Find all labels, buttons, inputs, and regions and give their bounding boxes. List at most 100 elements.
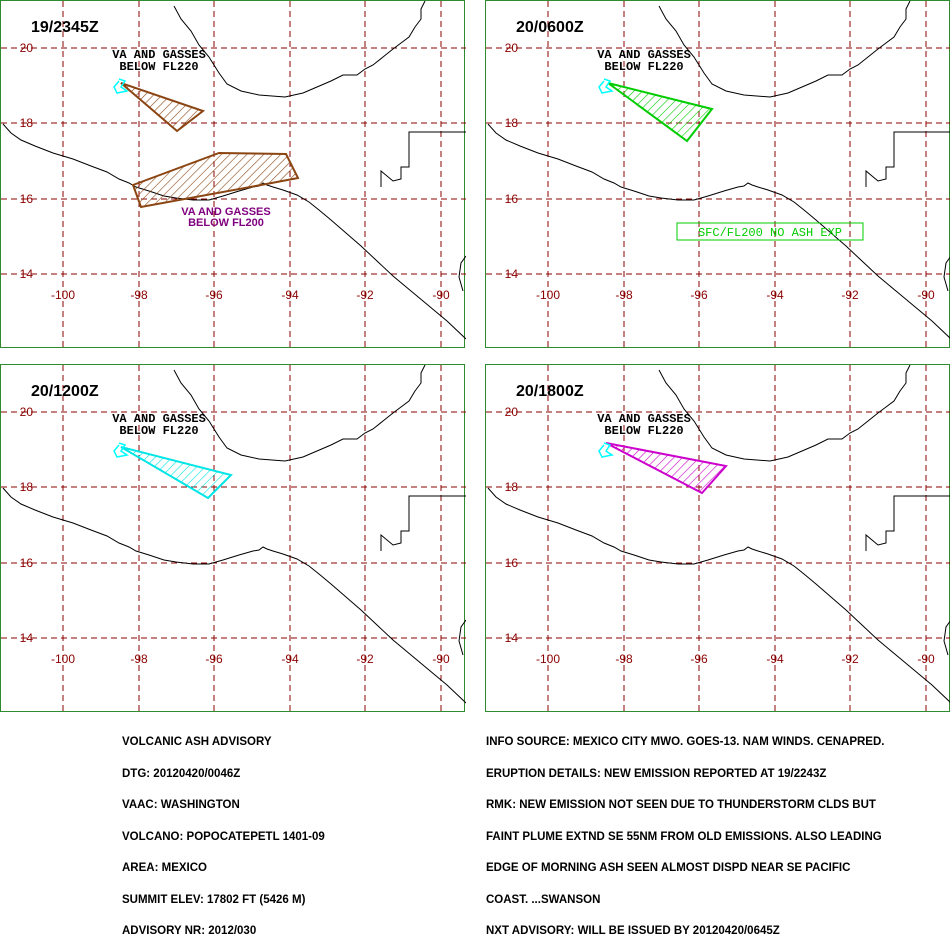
belize-coast bbox=[458, 619, 466, 656]
panel-time: 19/2345Z bbox=[31, 19, 99, 36]
pacific-coastline bbox=[2, 123, 466, 340]
footer-line: EDGE OF MORNING ASH SEEN ALMOST DISPD NE… bbox=[486, 862, 851, 874]
ash-cloud-polygon-secondary bbox=[131, 151, 300, 209]
volcano-marker-icon bbox=[113, 78, 129, 94]
latitude-tick-label: 18 bbox=[20, 116, 34, 130]
ash-layer-label: BELOW FL200 bbox=[188, 217, 264, 229]
longitude-tick-label: -96 bbox=[690, 652, 708, 666]
latitude-tick-label: 20 bbox=[20, 405, 34, 419]
longitude-tick-label: -96 bbox=[205, 652, 223, 666]
pacific-coastline bbox=[487, 487, 950, 703]
advisory-header-text: VOLCANIC ASH ADVISORY DTG: 20120420/0046… bbox=[122, 716, 325, 947]
belize-coast bbox=[458, 255, 466, 292]
ash-layer-label: BELOW FL220 bbox=[119, 60, 198, 74]
map-canvas: -100 -98 -96 -94 -92 -90 14 16 18 20 VA AND GASSES… bbox=[1, 1, 466, 349]
gulf-coastline bbox=[658, 365, 911, 462]
latitude-tick-label: 14 bbox=[20, 631, 34, 645]
longitude-tick-label: -90 bbox=[432, 288, 450, 302]
forecast-panel-4: -100 -98 -96 -94 -92 -90 14 16 18 20 VA AND GASSES… bbox=[485, 364, 950, 713]
ash-layer-label: BELOW FL220 bbox=[604, 424, 683, 438]
guatemala-border bbox=[865, 131, 950, 187]
longitude-tick-label: -90 bbox=[917, 652, 935, 666]
latitude-tick-label: 16 bbox=[505, 556, 519, 570]
forecast-panel-1: -100 -98 -96 -94 -92 -90 14 16 18 20 VA AND GASSES… bbox=[0, 0, 466, 349]
longitude-tick-label: -94 bbox=[281, 288, 299, 302]
ash-layer-label: VA AND GASSES bbox=[112, 412, 206, 426]
footer-line: FAINT PLUME EXTND SE 55NM FROM OLD EMISS… bbox=[486, 830, 882, 843]
longitude-tick-label: -98 bbox=[615, 652, 633, 666]
latitude-tick-label: 20 bbox=[20, 41, 34, 55]
volcano-marker-icon bbox=[598, 442, 614, 458]
gulf-coastline bbox=[173, 1, 426, 98]
longitude-tick-label: -94 bbox=[766, 288, 784, 302]
longitude-tick-label: -98 bbox=[130, 652, 148, 666]
longitude-tick-label: -98 bbox=[615, 288, 633, 302]
longitude-tick-label: -98 bbox=[130, 288, 148, 302]
ash-cloud-polygon bbox=[120, 446, 233, 500]
longitude-tick-label: -92 bbox=[356, 652, 374, 666]
pacific-coastline bbox=[487, 123, 950, 339]
footer-line: VOLCANO: POPOCATEPETL 1401-09 bbox=[122, 830, 325, 843]
footer-line: DTG: 20120420/0046Z bbox=[122, 767, 241, 780]
latitude-tick-label: 16 bbox=[20, 556, 34, 570]
latitude-tick-label: 14 bbox=[505, 631, 519, 645]
ash-cloud-polygon bbox=[605, 442, 728, 495]
volcano-marker-icon bbox=[598, 78, 614, 94]
guatemala-border bbox=[380, 495, 466, 551]
longitude-tick-label: -94 bbox=[281, 652, 299, 666]
longitude-tick-label: -100 bbox=[51, 288, 75, 302]
guatemala-border bbox=[380, 131, 466, 187]
footer-line: RMK: NEW EMISSION NOT SEEN DUE TO THUNDE… bbox=[486, 799, 876, 811]
longitude-tick-label: -92 bbox=[841, 288, 859, 302]
map-canvas: -100 -98 -96 -94 -92 -90 14 16 18 20 VA AND GASSES… bbox=[486, 365, 950, 713]
no-ash-label: SFC/FL200 NO ASH EXP bbox=[698, 226, 842, 240]
footer-line: SUMMIT ELEV: 17802 FT (5426 M) bbox=[122, 893, 306, 906]
latitude-tick-label: 14 bbox=[505, 267, 519, 281]
ash-layer-label: VA AND GASSES bbox=[181, 206, 270, 218]
forecast-panel-2: -100 -98 -96 -94 -92 -90 14 16 18 20 VA AND GASSES… bbox=[485, 0, 950, 349]
advisory-details-text: INFO SOURCE: MEXICO CITY MWO. GOES-13. N… bbox=[486, 716, 884, 947]
footer-line: AREA: MEXICO bbox=[122, 862, 207, 874]
longitude-tick-label: -90 bbox=[917, 288, 935, 302]
panel-time: 20/1200Z bbox=[31, 383, 99, 400]
ash-layer-label: VA AND GASSES bbox=[597, 412, 691, 426]
volcano-marker-icon bbox=[113, 442, 129, 458]
longitude-tick-label: -94 bbox=[766, 652, 784, 666]
ash-layer-label: VA AND GASSES bbox=[112, 48, 206, 62]
latitude-tick-label: 18 bbox=[20, 480, 34, 494]
forecast-panel-3: -100 -98 -96 -94 -92 -90 14 16 18 20 VA AND GASSES… bbox=[0, 364, 466, 713]
longitude-tick-label: -92 bbox=[841, 652, 859, 666]
longitude-tick-label: -92 bbox=[356, 288, 374, 302]
panel-time: 20/1800Z bbox=[516, 383, 584, 400]
latitude-tick-label: 20 bbox=[505, 41, 519, 55]
longitude-tick-label: -100 bbox=[51, 652, 75, 666]
latitude-tick-label: 20 bbox=[505, 405, 519, 419]
footer-line: ERUPTION DETAILS: NEW EMISSION REPORTED … bbox=[486, 767, 827, 780]
footer-line: VOLCANIC ASH ADVISORY bbox=[122, 736, 272, 748]
gulf-coastline bbox=[658, 1, 911, 98]
footer-line: VAAC: WASHINGTON bbox=[122, 799, 240, 811]
latitude-tick-label: 18 bbox=[505, 116, 519, 130]
latitude-tick-label: 18 bbox=[505, 480, 519, 494]
longitude-tick-label: -96 bbox=[690, 288, 708, 302]
footer-line: ADVISORY NR: 2012/030 bbox=[122, 925, 257, 937]
gulf-coastline bbox=[173, 365, 426, 462]
no-ash-label-box bbox=[676, 222, 864, 241]
belize-coast bbox=[943, 620, 950, 656]
guatemala-border bbox=[865, 495, 950, 551]
ash-cloud-polygon bbox=[607, 82, 714, 143]
longitude-tick-label: -90 bbox=[432, 652, 450, 666]
longitude-tick-label: -100 bbox=[536, 288, 560, 302]
map-canvas: -100 -98 -96 -94 -92 -90 14 16 18 20 VA AND GASSES… bbox=[486, 1, 950, 349]
map-canvas: -100 -98 -96 -94 -92 -90 14 16 18 20 VA AND GASSES… bbox=[1, 365, 466, 713]
footer-line: COAST. ...SWANSON bbox=[486, 893, 601, 906]
latitude-tick-label: 14 bbox=[20, 267, 34, 281]
pacific-coastline bbox=[2, 487, 466, 704]
ash-layer-label: BELOW FL220 bbox=[119, 424, 198, 438]
panel-time: 20/0600Z bbox=[516, 19, 584, 36]
latitude-tick-label: 16 bbox=[20, 192, 34, 206]
longitude-tick-label: -100 bbox=[536, 652, 560, 666]
ash-cloud-polygon bbox=[120, 82, 206, 133]
ash-layer-label: BELOW FL220 bbox=[604, 60, 683, 74]
footer-line: NXT ADVISORY: WILL BE ISSUED BY 20120420… bbox=[486, 925, 780, 937]
